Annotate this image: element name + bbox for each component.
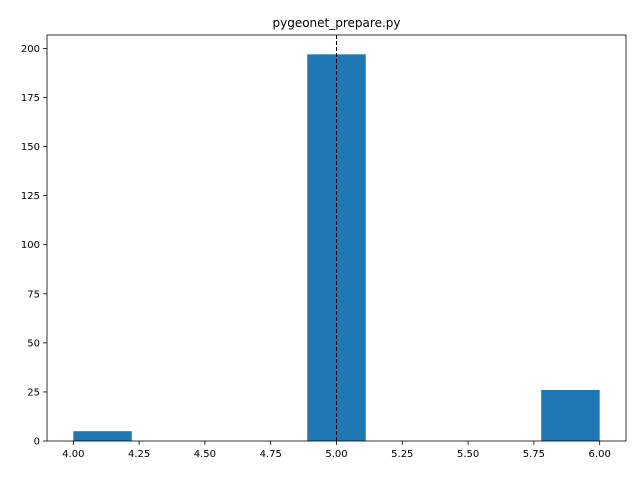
y-tick-label-0: 0 (34, 437, 40, 448)
x-tick-label-1: 4.25 (128, 449, 150, 460)
y-axis: 0 25 50 75 100 125 150 175 200 (21, 44, 47, 448)
x-tick-label-2: 4.50 (194, 449, 216, 460)
x-tick-label-0: 4.00 (62, 449, 84, 460)
histogram-bar-0 (73, 431, 132, 441)
y-tick-label-4: 100 (21, 240, 40, 251)
histogram-bar-2 (541, 389, 600, 441)
x-tick-label-5: 5.25 (391, 449, 413, 460)
y-tick-label-5: 125 (21, 191, 40, 202)
x-axis: 4.00 4.25 4.50 4.75 5.00 5.25 5.50 5.75 6.00 (62, 441, 611, 460)
y-tick-label-3: 75 (27, 289, 40, 300)
y-tick-label-6: 150 (21, 142, 40, 153)
x-tick-label-3: 4.75 (260, 449, 282, 460)
y-tick-label-8: 200 (21, 44, 40, 55)
y-tick-label-7: 175 (21, 93, 40, 104)
x-tick-label-4: 5.00 (325, 449, 347, 460)
y-tick-label-1: 25 (27, 387, 40, 398)
x-tick-label-6: 5.50 (457, 449, 479, 460)
y-tick-label-2: 50 (27, 338, 40, 349)
chart-title: pygeonet_prepare.py (273, 16, 401, 30)
x-tick-label-8: 6.00 (589, 449, 611, 460)
x-tick-label-7: 5.75 (523, 449, 545, 460)
